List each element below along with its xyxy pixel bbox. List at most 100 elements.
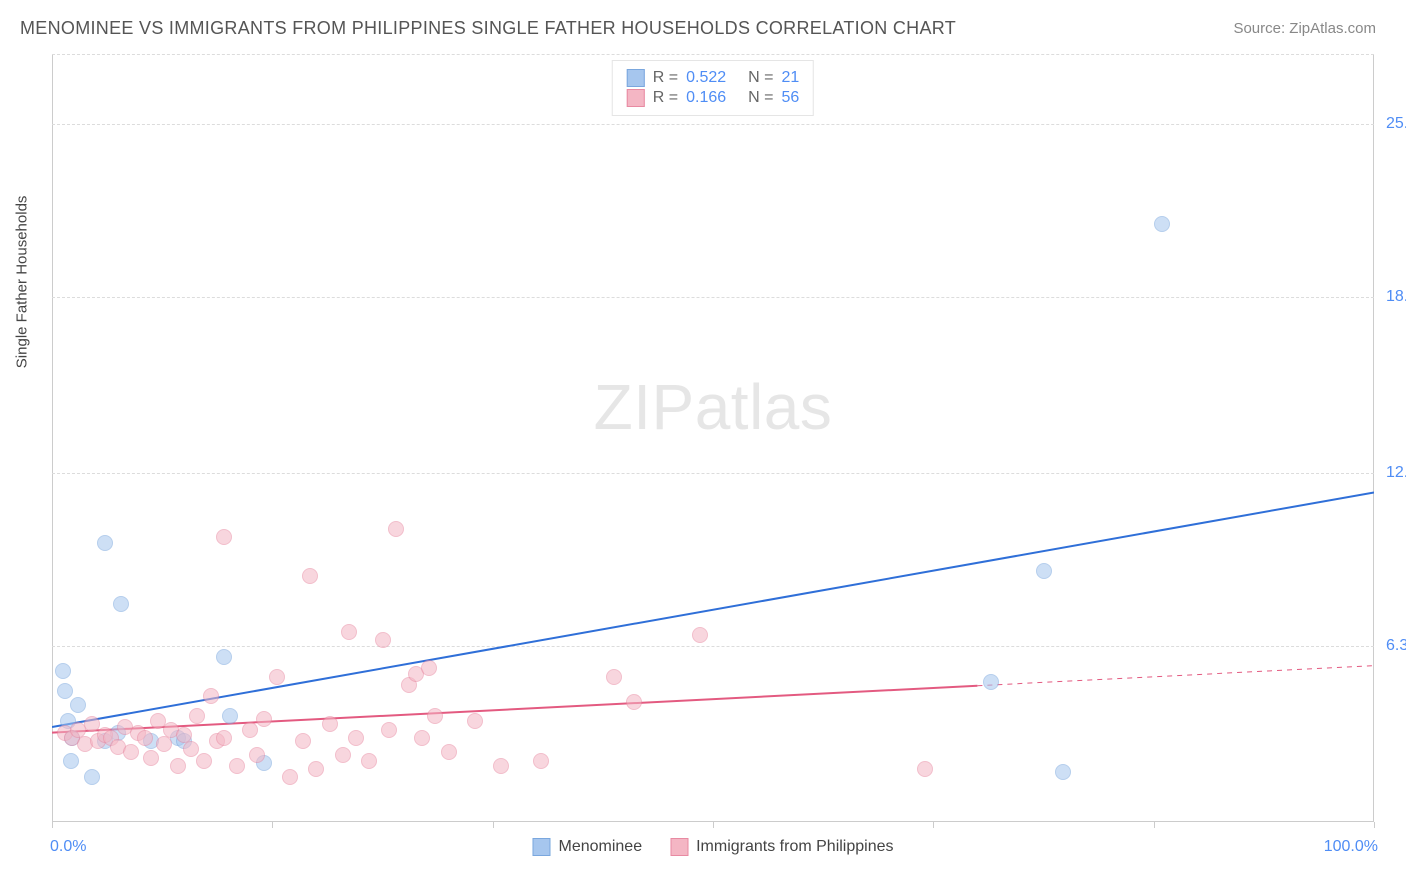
data-point xyxy=(361,753,377,769)
data-point xyxy=(137,730,153,746)
data-point xyxy=(63,753,79,769)
watermark-atlas: atlas xyxy=(695,371,833,443)
data-point xyxy=(84,716,100,732)
watermark-zip: ZIP xyxy=(594,371,695,443)
data-point xyxy=(1036,563,1052,579)
data-point xyxy=(156,736,172,752)
source-label: Source: ZipAtlas.com xyxy=(1233,20,1376,37)
data-point xyxy=(322,716,338,732)
legend-item: Immigrants from Philippines xyxy=(670,838,893,856)
gridline-y xyxy=(52,124,1374,125)
ytick-label: 6.3% xyxy=(1378,637,1406,655)
legend-item: Menominee xyxy=(532,838,642,856)
gridline-y xyxy=(52,473,1374,474)
stats-legend: R =0.522N =21R =0.166N =56 xyxy=(612,60,814,116)
chart-container: MENOMINEE VS IMMIGRANTS FROM PHILIPPINES… xyxy=(0,0,1406,892)
stat-n-label: N = xyxy=(748,89,773,107)
trend-svg xyxy=(52,54,1374,822)
chart-title: MENOMINEE VS IMMIGRANTS FROM PHILIPPINES… xyxy=(20,18,956,39)
stat-r-label: R = xyxy=(653,89,678,107)
data-point xyxy=(427,708,443,724)
data-point xyxy=(216,529,232,545)
data-point xyxy=(302,568,318,584)
swatch-icon xyxy=(670,838,688,856)
legend-item-label: Immigrants from Philippines xyxy=(696,838,893,856)
trend-line xyxy=(52,492,1374,727)
xtick xyxy=(1154,822,1155,828)
data-point xyxy=(308,761,324,777)
stat-n-value: 21 xyxy=(781,69,799,87)
stat-n-value: 56 xyxy=(781,89,799,107)
swatch-icon xyxy=(627,69,645,87)
stat-r-label: R = xyxy=(653,69,678,87)
data-point xyxy=(97,535,113,551)
ytick-label: 18.8% xyxy=(1378,288,1406,306)
data-point xyxy=(375,632,391,648)
stats-row: R = 0.166 N = 56 xyxy=(627,89,799,107)
data-point xyxy=(55,663,71,679)
plot-area: ZIPatlas 6.3%12.5%18.8%25.0%0.0%100.0% R… xyxy=(52,54,1374,822)
gridline-y xyxy=(52,54,1374,55)
data-point xyxy=(983,674,999,690)
data-point xyxy=(189,708,205,724)
data-point xyxy=(70,697,86,713)
watermark: ZIPatlas xyxy=(594,370,833,444)
data-point xyxy=(421,660,437,676)
data-point xyxy=(242,722,258,738)
data-point xyxy=(414,730,430,746)
data-point xyxy=(282,769,298,785)
data-point xyxy=(57,683,73,699)
ytick-label: 12.5% xyxy=(1378,464,1406,482)
gridline-y xyxy=(52,297,1374,298)
data-point xyxy=(388,521,404,537)
data-point xyxy=(335,747,351,763)
trend-line-dashed xyxy=(977,666,1374,686)
data-point xyxy=(1154,216,1170,232)
data-point xyxy=(467,713,483,729)
data-point xyxy=(143,750,159,766)
data-point xyxy=(170,758,186,774)
stats-row: R =0.522N =21 xyxy=(627,69,799,87)
data-point xyxy=(196,753,212,769)
xtick-label: 0.0% xyxy=(50,838,86,856)
series-legend: Menominee Immigrants from Philippines xyxy=(532,838,893,856)
data-point xyxy=(269,669,285,685)
data-point xyxy=(917,761,933,777)
stat-r-value: 0.166 xyxy=(686,89,740,107)
data-point xyxy=(493,758,509,774)
data-point xyxy=(216,730,232,746)
data-point xyxy=(348,730,364,746)
data-point xyxy=(113,596,129,612)
stat-n-label: N = xyxy=(748,69,773,87)
xtick xyxy=(493,822,494,828)
legend-item-label: Menominee xyxy=(558,838,642,856)
swatch-icon xyxy=(532,838,550,856)
plot-inner: ZIPatlas 6.3%12.5%18.8%25.0%0.0%100.0% xyxy=(52,54,1374,822)
data-point xyxy=(295,733,311,749)
data-point xyxy=(123,744,139,760)
data-point xyxy=(256,711,272,727)
data-point xyxy=(606,669,622,685)
data-point xyxy=(84,769,100,785)
xtick xyxy=(272,822,273,828)
data-point xyxy=(216,649,232,665)
data-point xyxy=(183,741,199,757)
gridline-y xyxy=(52,646,1374,647)
data-point xyxy=(249,747,265,763)
xtick xyxy=(713,822,714,828)
y-axis-line-right xyxy=(1373,54,1374,822)
xtick xyxy=(1374,822,1375,828)
data-point xyxy=(222,708,238,724)
data-point xyxy=(381,722,397,738)
xtick xyxy=(933,822,934,828)
data-point xyxy=(341,624,357,640)
data-point xyxy=(692,627,708,643)
xtick-label: 100.0% xyxy=(1324,838,1378,856)
data-point xyxy=(441,744,457,760)
y-axis-label: Single Father Households xyxy=(14,196,31,369)
data-point xyxy=(203,688,219,704)
data-point xyxy=(533,753,549,769)
data-point xyxy=(626,694,642,710)
ytick-label: 25.0% xyxy=(1378,115,1406,133)
xtick xyxy=(52,822,53,828)
